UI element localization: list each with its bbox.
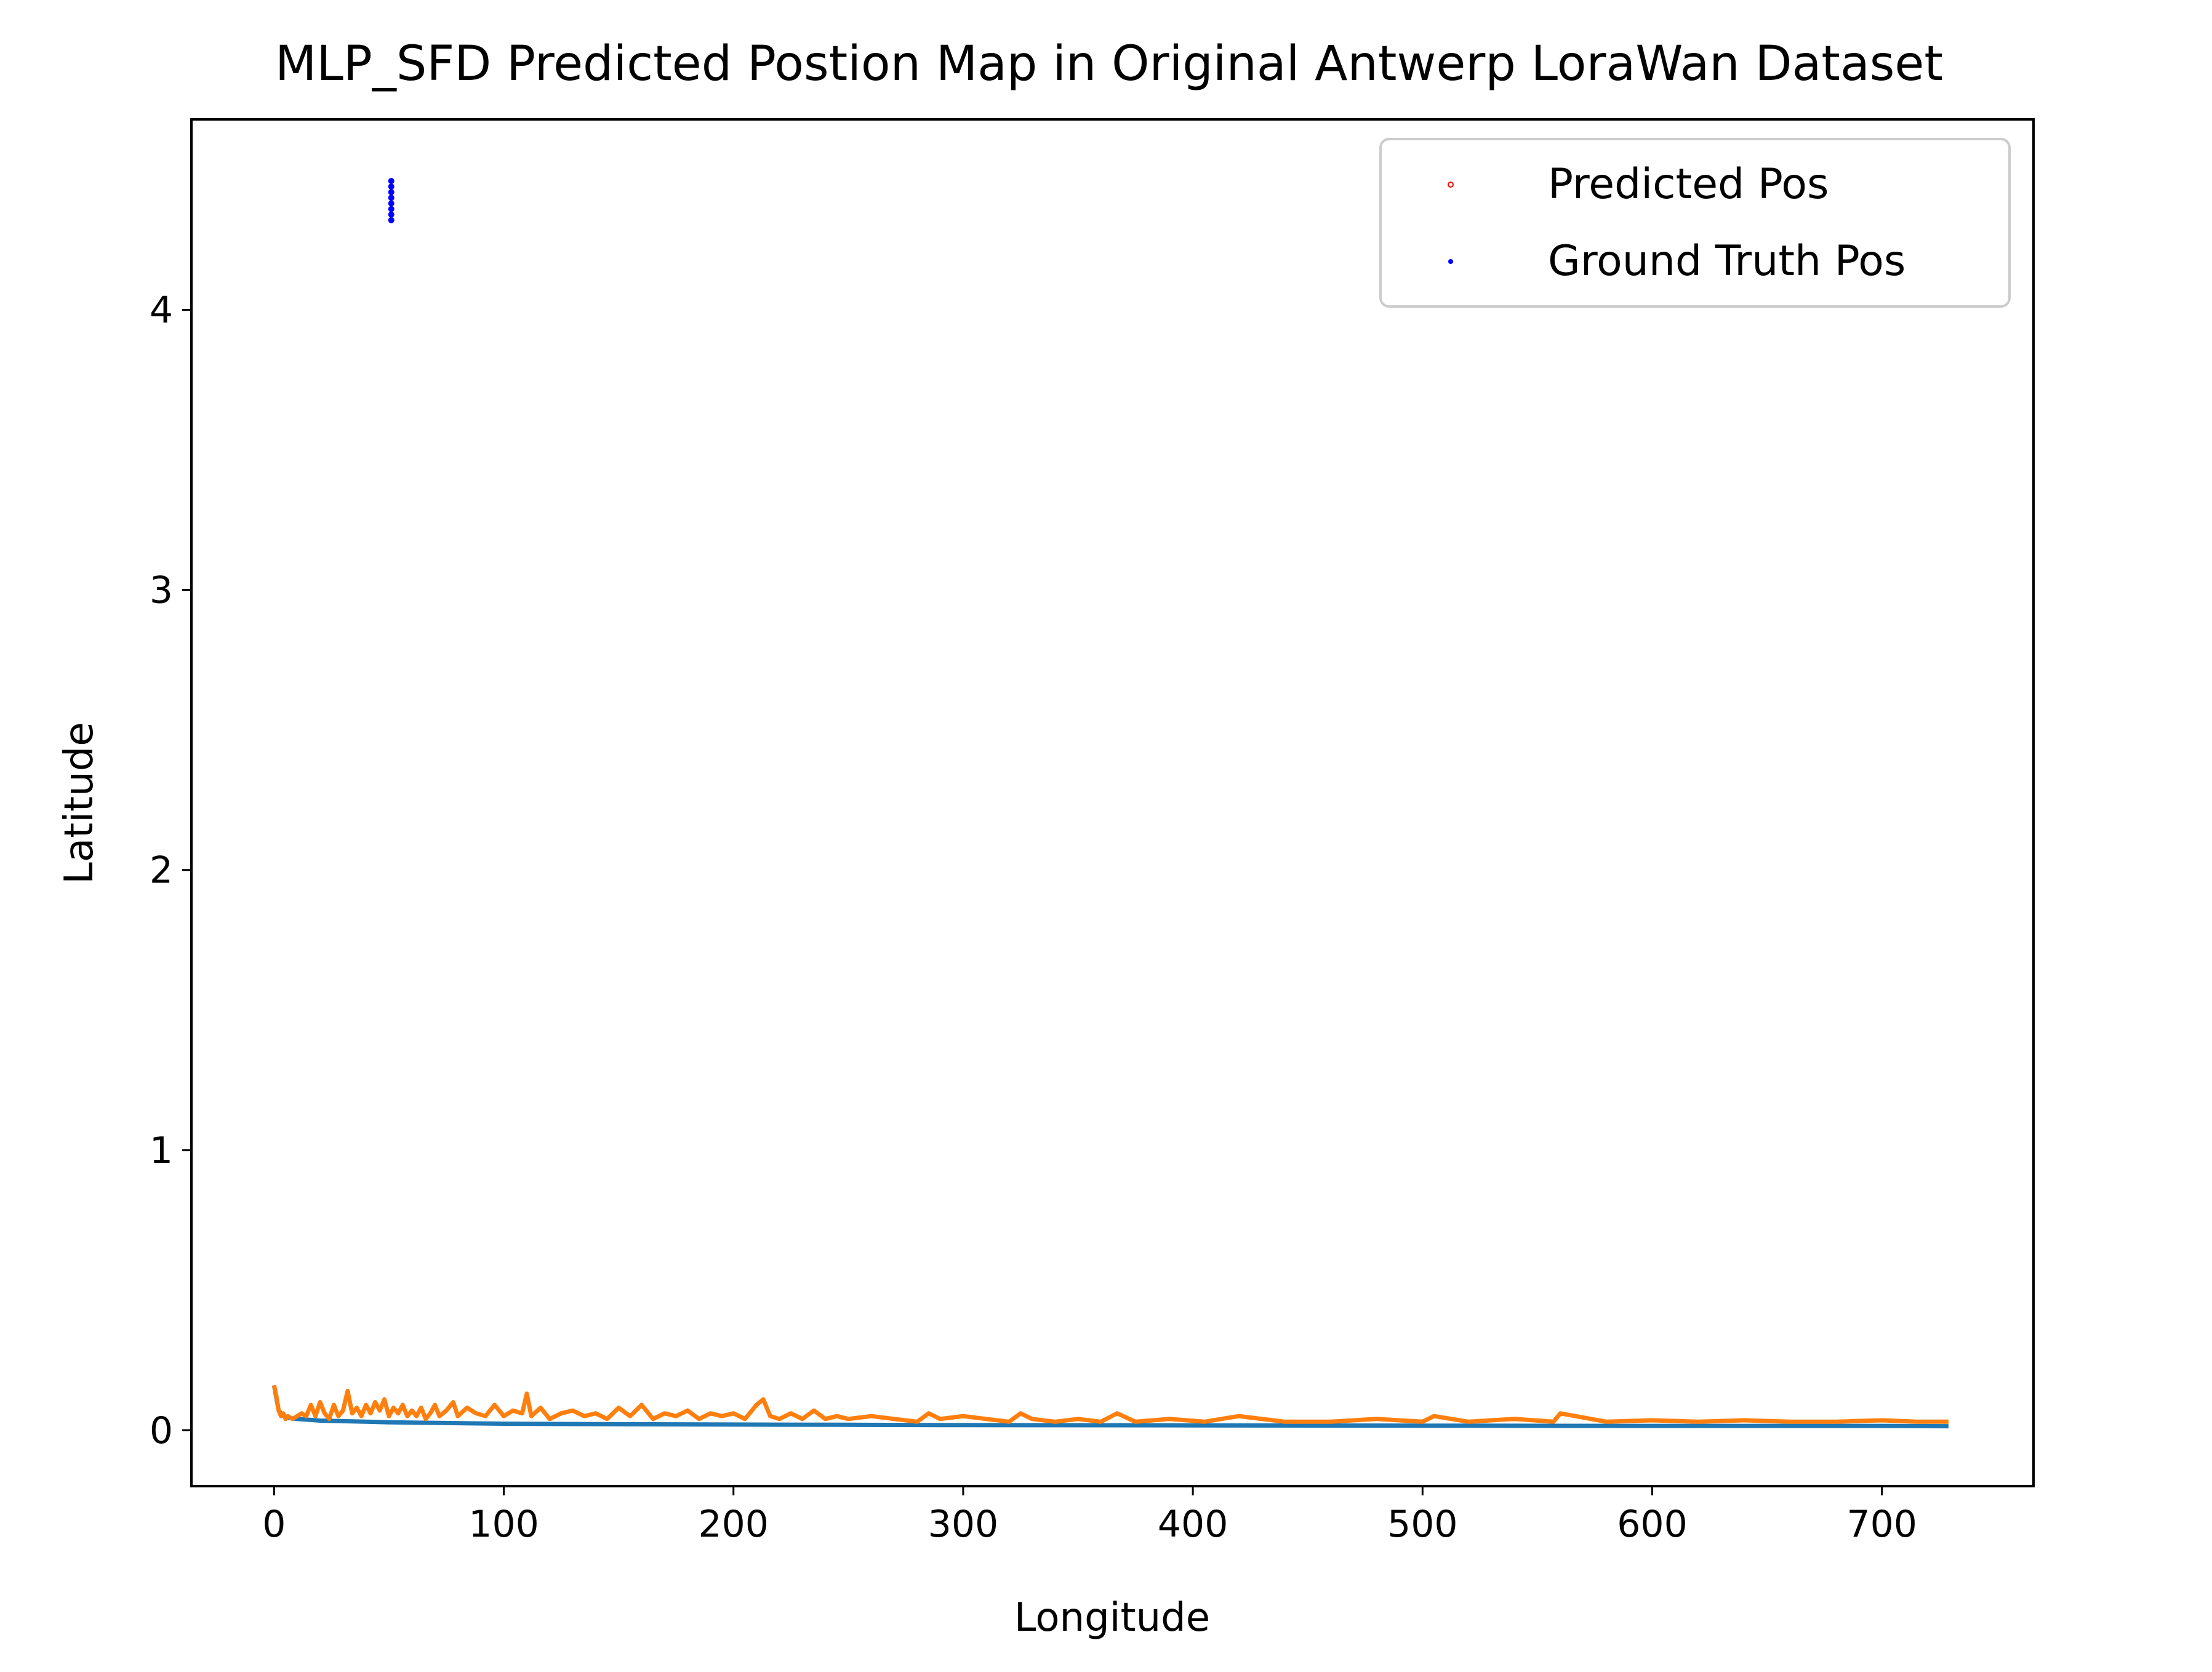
x-tick-label: 500 (1387, 1503, 1458, 1546)
plot-area (271, 178, 1949, 1429)
ground-truth-point-1 (388, 217, 395, 223)
ground-truth-point-5 (388, 194, 395, 201)
legend: Predicted Pos Ground Truth Pos (1379, 138, 2011, 308)
x-tick-label: 600 (1617, 1503, 1688, 1546)
legend-marker-ground-truth (1448, 259, 1453, 264)
chart-title: MLP_SFD Predicted Postion Map in Origina… (275, 36, 1943, 92)
ground-truth-point-4 (388, 200, 395, 207)
y-tick-label: 4 (150, 289, 173, 332)
x-tick-label: 0 (262, 1503, 286, 1546)
legend-box (1379, 138, 2011, 308)
x-tick-label: 300 (928, 1503, 999, 1546)
axes-frame (190, 118, 2035, 1487)
legend-label-predicted: Predicted Pos (1548, 160, 1829, 209)
y-tick-label: 0 (150, 1409, 173, 1452)
ground-truth-point-8 (388, 178, 395, 185)
x-tick-label: 200 (698, 1503, 769, 1546)
ground-truth-point-2 (388, 211, 395, 218)
x-axis-label: Longitude (1014, 1595, 1210, 1641)
axis-ticks: 0 100 200 300 400 500 600 700 0 1 2 3 4 (150, 289, 1917, 1546)
y-axis-label: Latitude (57, 722, 102, 884)
legend-label-ground-truth: Ground Truth Pos (1548, 237, 1905, 286)
y-tick-label: 3 (150, 569, 173, 612)
x-tick-label: 100 (468, 1503, 539, 1546)
series-line-2 (271, 1385, 1949, 1424)
legend-marker-predicted (1448, 182, 1454, 188)
x-tick-label: 700 (1846, 1503, 1917, 1546)
y-tick-label: 1 (150, 1129, 173, 1172)
ground-truth-point-6 (388, 189, 395, 196)
x-tick-label: 400 (1158, 1503, 1228, 1546)
y-tick-label: 2 (150, 849, 173, 892)
ground-truth-point-3 (388, 206, 395, 212)
ground-truth-point-7 (388, 183, 395, 190)
